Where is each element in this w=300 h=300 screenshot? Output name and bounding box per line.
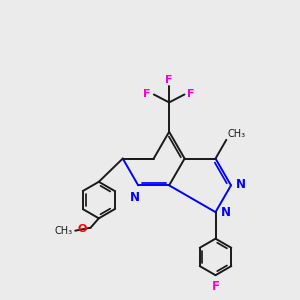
Text: F: F	[212, 280, 220, 292]
Text: F: F	[143, 89, 151, 100]
Text: F: F	[188, 89, 195, 100]
Text: CH₃: CH₃	[228, 129, 246, 139]
Text: N: N	[130, 190, 140, 204]
Text: O: O	[78, 224, 87, 234]
Text: CH₃: CH₃	[55, 226, 73, 236]
Text: F: F	[165, 75, 173, 85]
Text: N: N	[221, 206, 231, 219]
Text: N: N	[236, 178, 246, 191]
